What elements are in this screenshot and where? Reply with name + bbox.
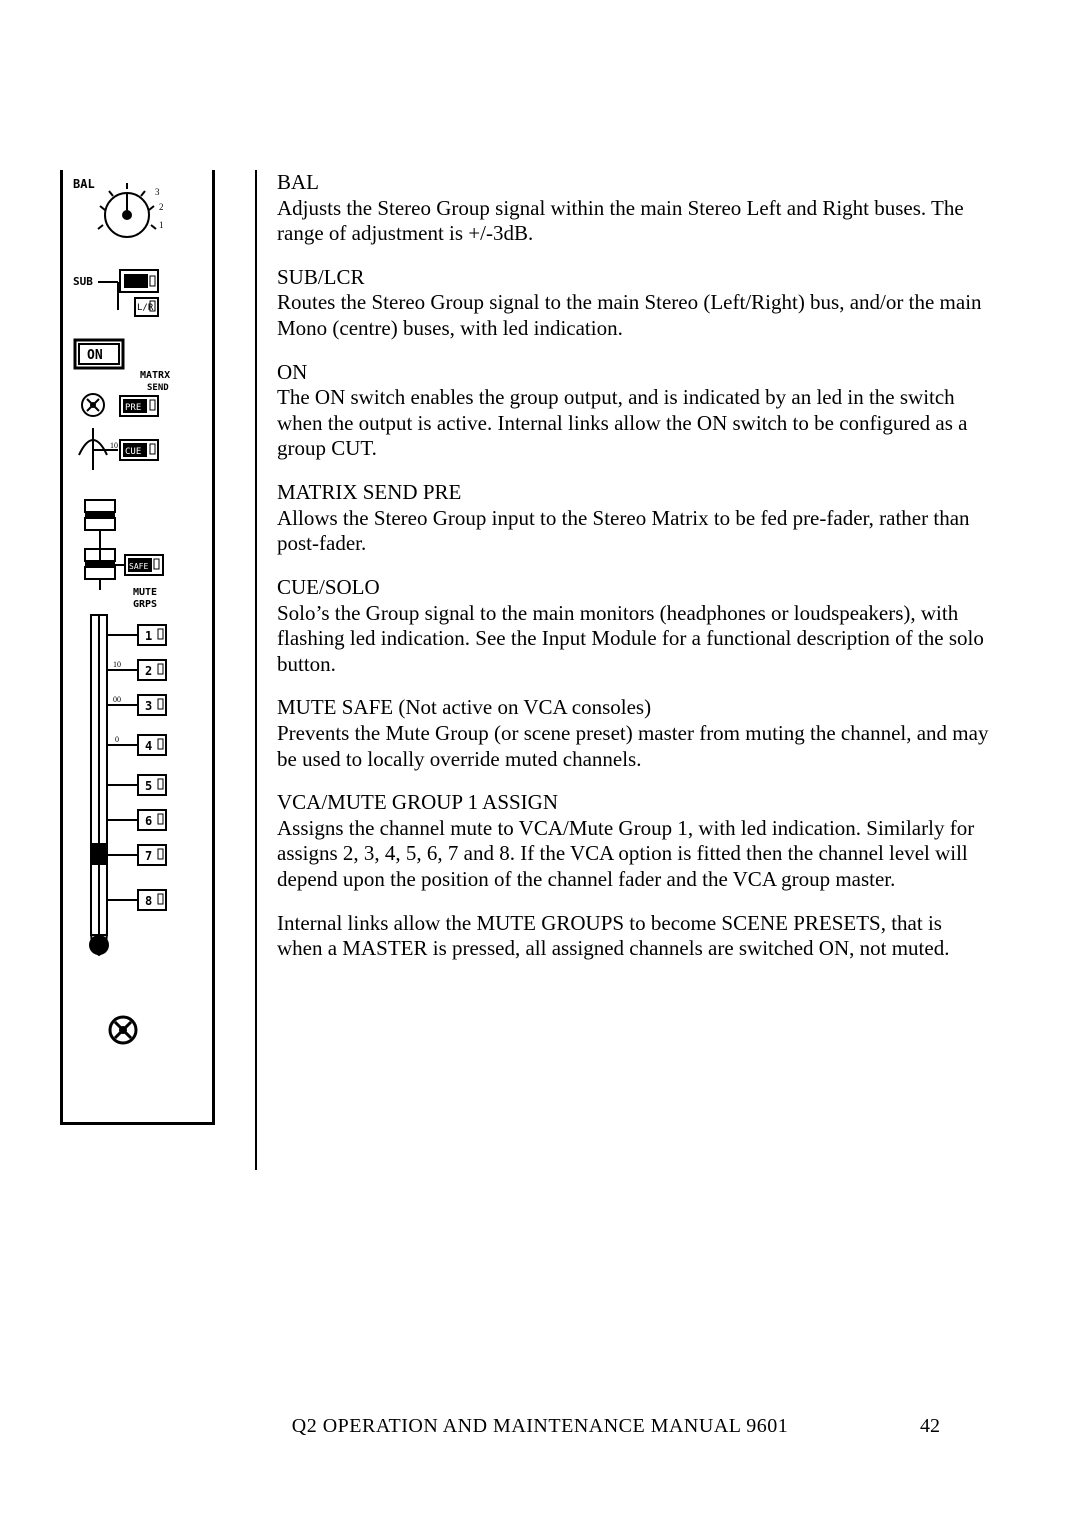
heading: ON: [277, 360, 990, 386]
body: Internal links allow the MUTE GROUPS to …: [277, 911, 990, 962]
page-number: 42: [920, 1415, 940, 1438]
svg-text:2: 2: [159, 202, 164, 212]
heading: MATRIX SEND PRE: [277, 480, 990, 506]
svg-text:6: 6: [145, 814, 152, 828]
svg-text:7: 7: [145, 849, 152, 863]
svg-text:1: 1: [145, 629, 152, 643]
heading: CUE/SOLO: [277, 575, 990, 601]
page-footer: Q2 OPERATION AND MAINTENANCE MANUAL 9601: [0, 1415, 1080, 1438]
bal-label: BAL: [73, 177, 95, 191]
section-sublcr: SUB/LCR Routes the Stereo Group signal t…: [277, 265, 990, 342]
svg-text:10: 10: [110, 441, 118, 450]
body: Prevents the Mute Group (or scene preset…: [277, 721, 990, 772]
svg-text:3: 3: [145, 699, 152, 713]
body: Assigns the channel mute to VCA/Mute Gro…: [277, 816, 990, 893]
body: Allows the Stereo Group input to the Ste…: [277, 506, 990, 557]
section-internal-links: Internal links allow the MUTE GROUPS to …: [277, 911, 990, 962]
svg-text:4: 4: [145, 739, 152, 753]
svg-text:SUB: SUB: [73, 275, 93, 288]
section-vca-mute-group: VCA/MUTE GROUP 1 ASSIGN Assigns the chan…: [277, 790, 990, 892]
svg-text:PRE: PRE: [125, 403, 141, 413]
svg-text:SEND: SEND: [147, 383, 169, 393]
svg-text:CUE: CUE: [125, 447, 141, 457]
body: Adjusts the Stereo Group signal within t…: [277, 196, 990, 247]
section-cue-solo: CUE/SOLO Solo’s the Group signal to the …: [277, 575, 990, 677]
section-on: ON The ON switch enables the group outpu…: [277, 360, 990, 462]
svg-text:2: 2: [145, 664, 152, 678]
svg-text:10: 10: [113, 660, 121, 669]
svg-text:5: 5: [145, 779, 152, 793]
diagram-svg: BAL 3 2 1 SUB: [63, 170, 218, 1125]
svg-text:1: 1: [159, 220, 164, 230]
channel-strip-diagram: BAL 3 2 1 SUB: [60, 170, 215, 1125]
body: Routes the Stereo Group signal to the ma…: [277, 290, 990, 341]
svg-text:MATRX: MATRX: [140, 370, 170, 381]
heading: MUTE SAFE (Not active on VCA consoles): [277, 695, 990, 721]
svg-text:ON: ON: [87, 348, 103, 363]
text-column: BAL Adjusts the Stereo Group signal with…: [255, 170, 990, 1170]
diagram-column: BAL 3 2 1 SUB: [60, 170, 255, 1170]
section-mute-safe: MUTE SAFE (Not active on VCA consoles) P…: [277, 695, 990, 772]
svg-text:8: 8: [145, 894, 152, 908]
heading: SUB/LCR: [277, 265, 990, 291]
section-bal: BAL Adjusts the Stereo Group signal with…: [277, 170, 990, 247]
svg-text:MUTE: MUTE: [133, 587, 157, 598]
svg-text:3: 3: [155, 187, 160, 197]
svg-text:SAFE: SAFE: [129, 562, 148, 571]
heading: BAL: [277, 170, 990, 196]
svg-text:0: 0: [115, 735, 119, 744]
body: Solo’s the Group signal to the main moni…: [277, 601, 990, 678]
svg-text:GRPS: GRPS: [133, 599, 157, 610]
body: The ON switch enables the group output, …: [277, 385, 990, 462]
svg-text:00: 00: [113, 695, 121, 704]
heading: VCA/MUTE GROUP 1 ASSIGN: [277, 790, 990, 816]
section-matrix-send-pre: MATRIX SEND PRE Allows the Stereo Group …: [277, 480, 990, 557]
